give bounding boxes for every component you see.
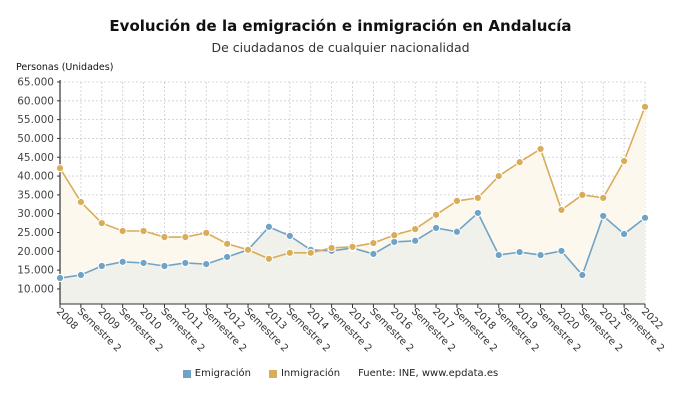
point-inmigracion xyxy=(139,226,148,236)
point-emigracion xyxy=(97,261,106,271)
point-inmigracion xyxy=(327,243,336,253)
y-tick-label: 55.000 xyxy=(17,114,54,126)
point-emigracion xyxy=(431,223,441,233)
point-emigracion xyxy=(557,246,566,256)
point-inmigracion xyxy=(620,156,629,166)
point-inmigracion xyxy=(348,242,357,251)
point-inmigracion xyxy=(640,102,650,111)
y-tick-label: 40.000 xyxy=(17,171,54,183)
point-inmigracion xyxy=(160,232,169,242)
point-inmigracion xyxy=(515,158,524,167)
point-inmigracion xyxy=(494,171,503,181)
y-tick-label: 65.000 xyxy=(17,77,54,89)
point-inmigracion xyxy=(118,226,127,236)
y-tick-label: 10.000 xyxy=(17,283,54,295)
point-inmigracion xyxy=(97,219,106,228)
point-emigracion xyxy=(181,258,190,268)
y-axis-label: Personas (Unidades) xyxy=(16,62,114,73)
y-tick-label: 35.000 xyxy=(17,189,54,201)
y-tick-label: 30.000 xyxy=(17,208,54,220)
point-emigracion xyxy=(640,213,650,222)
legend: Emigración Inmigración Fuente: INE, www.… xyxy=(0,368,681,379)
point-emigracion xyxy=(494,250,503,260)
point-emigracion xyxy=(285,231,294,240)
source-note: Fuente: INE, www.epdata.es xyxy=(358,368,499,379)
point-emigracion xyxy=(76,270,85,280)
point-inmigracion xyxy=(369,238,378,248)
chart-subtitle: De ciudadanos de cualquier nacionalidad xyxy=(211,40,470,55)
point-inmigracion xyxy=(599,193,608,202)
point-inmigracion xyxy=(536,144,545,154)
legend-swatch-emigracion xyxy=(182,369,191,378)
series-points xyxy=(55,102,650,283)
y-tick-label: 45.000 xyxy=(17,152,54,164)
legend-label: Emigración xyxy=(194,368,251,379)
point-inmigracion xyxy=(264,254,274,263)
legend-item-inmigracion[interactable]: Inmigración xyxy=(268,368,341,379)
legend-swatch-inmigracion xyxy=(268,369,277,378)
y-tick-label: 25.000 xyxy=(17,227,54,239)
point-inmigracion xyxy=(431,210,441,219)
point-emigracion xyxy=(202,260,211,269)
point-emigracion xyxy=(515,247,524,257)
point-inmigracion xyxy=(76,197,85,207)
point-emigracion xyxy=(139,258,148,268)
y-tick-label: 50.000 xyxy=(17,133,54,145)
point-inmigracion xyxy=(557,205,566,215)
point-inmigracion xyxy=(223,239,232,248)
point-inmigracion xyxy=(411,225,420,234)
point-inmigracion xyxy=(181,232,190,242)
point-emigracion xyxy=(411,236,420,245)
point-inmigracion xyxy=(452,196,462,206)
point-emigracion xyxy=(536,250,545,260)
chart-title: Evolución de la emigración e inmigración… xyxy=(109,17,572,35)
point-emigracion xyxy=(160,261,169,271)
area-emigracion xyxy=(60,212,645,304)
point-emigracion xyxy=(264,222,274,231)
y-axis-ticks: 10.000 15.000 20.000 25.000 30.000 35.000 40.0… xyxy=(17,77,60,295)
y-tick-label: 15.000 xyxy=(17,265,54,277)
point-emigracion xyxy=(620,229,629,239)
point-emigracion xyxy=(599,211,608,221)
point-inmigracion xyxy=(473,193,482,202)
point-inmigracion xyxy=(55,164,65,173)
point-emigracion xyxy=(369,249,378,259)
legend-item-emigracion[interactable]: Emigración xyxy=(182,368,251,379)
point-emigracion xyxy=(578,270,587,280)
x-tick-label: 2008 xyxy=(54,306,80,332)
point-emigracion xyxy=(452,227,462,236)
point-inmigracion xyxy=(578,190,587,199)
y-tick-label: 60.000 xyxy=(17,95,54,107)
y-tick-label: 20.000 xyxy=(17,246,54,258)
series-areas xyxy=(60,106,645,305)
point-emigracion xyxy=(223,252,232,262)
point-inmigracion xyxy=(202,228,211,237)
point-emigracion xyxy=(473,208,482,218)
point-inmigracion xyxy=(243,245,253,254)
point-inmigracion xyxy=(390,231,399,240)
point-emigracion xyxy=(55,273,65,283)
legend-label: Inmigración xyxy=(280,368,341,379)
point-emigracion xyxy=(118,257,127,266)
point-emigracion xyxy=(390,237,399,247)
point-inmigracion xyxy=(285,248,294,257)
point-inmigracion xyxy=(306,248,315,257)
